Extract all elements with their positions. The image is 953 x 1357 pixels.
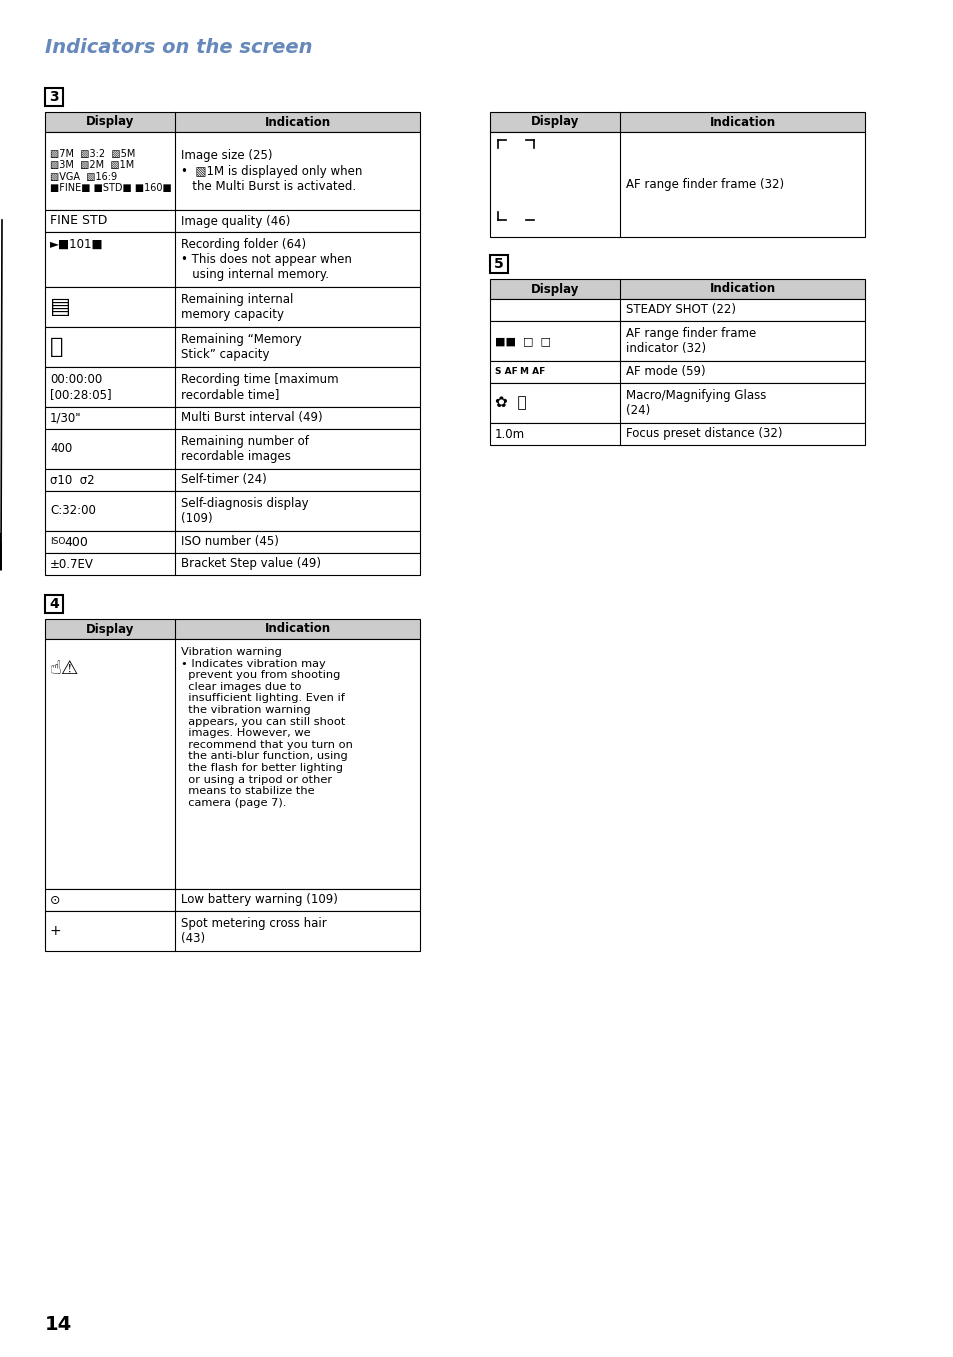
Text: Macro/Magnifying Glass
(24): Macro/Magnifying Glass (24) [625, 389, 765, 417]
Bar [490, 423, 864, 445]
Bar [490, 113, 864, 132]
Text: C:32:00: C:32:00 [50, 505, 95, 517]
Text: Indicators on the screen: Indicators on the screen [45, 38, 313, 57]
Text: STEADY SHOT (22): STEADY SHOT (22) [625, 304, 735, 316]
Bar [45, 889, 419, 911]
Bar [490, 383, 864, 423]
Text: 00:00:00
[00:28:05]: 00:00:00 [00:28:05] [50, 373, 112, 402]
Text: 1/30": 1/30" [50, 411, 82, 425]
Text: Low battery warning (109): Low battery warning (109) [181, 893, 337, 906]
Text: ▤: ▤ [50, 297, 71, 318]
Text: ISO: ISO [50, 537, 66, 547]
Text: Display: Display [86, 115, 134, 129]
Bar [490, 322, 864, 361]
Text: Recording time [maximum
recordable time]: Recording time [maximum recordable time] [181, 373, 338, 402]
Bar [490, 255, 507, 273]
Text: 5: 5 [494, 256, 503, 271]
Text: +: + [50, 924, 62, 938]
Bar [45, 327, 419, 366]
Text: Spot metering cross hair
(43): Spot metering cross hair (43) [181, 917, 327, 944]
Text: ±0.7EV: ±0.7EV [50, 558, 93, 570]
Bar [45, 531, 419, 554]
Bar [45, 88, 63, 106]
Bar [45, 554, 419, 575]
Text: ►■101■: ►■101■ [50, 237, 104, 251]
Bar [45, 619, 419, 639]
Bar [45, 470, 419, 491]
Text: Indication: Indication [264, 115, 331, 129]
Text: M AF: M AF [519, 368, 545, 376]
Text: AF range finder frame
indicator (32): AF range finder frame indicator (32) [625, 327, 756, 356]
Bar [45, 407, 419, 429]
Text: ✿  ⌕: ✿ ⌕ [495, 395, 526, 411]
Text: Indication: Indication [709, 282, 775, 296]
Text: ISO number (45): ISO number (45) [181, 536, 278, 548]
Text: Bracket Step value (49): Bracket Step value (49) [181, 558, 320, 570]
Text: FINE STD: FINE STD [50, 214, 108, 228]
Text: Display: Display [530, 282, 578, 296]
Text: ⊙: ⊙ [50, 893, 60, 906]
Text: 3: 3 [50, 90, 59, 104]
Text: 1.0m: 1.0m [495, 427, 524, 441]
Text: Focus preset distance (32): Focus preset distance (32) [625, 427, 781, 441]
Text: ▧7M  ▧3:2  ▧5M
▧3M  ▧2M  ▧1M
▧VGA  ▧16:9
■FINE■ ■STD■ ■160■: ▧7M ▧3:2 ▧5M ▧3M ▧2M ▧1M ▧VGA ▧16:9 ■FIN… [50, 149, 172, 194]
Bar [45, 639, 419, 889]
Bar [490, 299, 864, 322]
Text: Indication: Indication [709, 115, 775, 129]
Text: Self-diagnosis display
(109): Self-diagnosis display (109) [181, 497, 309, 525]
Text: Indication: Indication [264, 623, 331, 635]
Text: Multi Burst interval (49): Multi Burst interval (49) [181, 411, 322, 425]
Bar [45, 911, 419, 951]
Text: Recording folder (64)
• This does not appear when
   using internal memory.: Recording folder (64) • This does not ap… [181, 237, 352, 281]
Bar [45, 594, 63, 613]
Text: 4: 4 [49, 597, 59, 611]
Text: Remaining “Memory
Stick” capacity: Remaining “Memory Stick” capacity [181, 332, 301, 361]
Bar [45, 132, 419, 210]
Bar [490, 132, 864, 237]
Text: Display: Display [530, 115, 578, 129]
Bar [45, 286, 419, 327]
Text: S AF: S AF [495, 368, 517, 376]
Text: 400: 400 [64, 536, 88, 548]
Text: σ10  σ2: σ10 σ2 [50, 474, 94, 487]
Text: ☝⚠: ☝⚠ [50, 660, 79, 678]
Bar [45, 491, 419, 531]
Text: Self-timer (24): Self-timer (24) [181, 474, 267, 487]
Text: ⎘: ⎘ [50, 337, 63, 357]
Text: Remaining number of
recordable images: Remaining number of recordable images [181, 436, 309, 463]
Bar [45, 232, 419, 286]
Text: 14: 14 [45, 1315, 72, 1334]
Bar [490, 280, 864, 299]
Bar [45, 113, 419, 132]
Bar [45, 210, 419, 232]
Text: Image size (25)
•  ▧1M is displayed only when
   the Multi Burst is activated.: Image size (25) • ▧1M is displayed only … [181, 149, 362, 193]
Text: Image quality (46): Image quality (46) [181, 214, 290, 228]
Text: ■■  □  □: ■■ □ □ [495, 337, 551, 346]
Text: AF range finder frame (32): AF range finder frame (32) [625, 178, 783, 191]
Bar [45, 366, 419, 407]
Text: Display: Display [86, 623, 134, 635]
Text: Vibration warning
• Indicates vibration may
  prevent you from shooting
  clear : Vibration warning • Indicates vibration … [181, 647, 353, 807]
Bar [45, 429, 419, 470]
Text: AF mode (59): AF mode (59) [625, 365, 705, 379]
Text: 400: 400 [50, 442, 72, 456]
Bar [490, 361, 864, 383]
Text: Remaining internal
memory capacity: Remaining internal memory capacity [181, 293, 294, 322]
